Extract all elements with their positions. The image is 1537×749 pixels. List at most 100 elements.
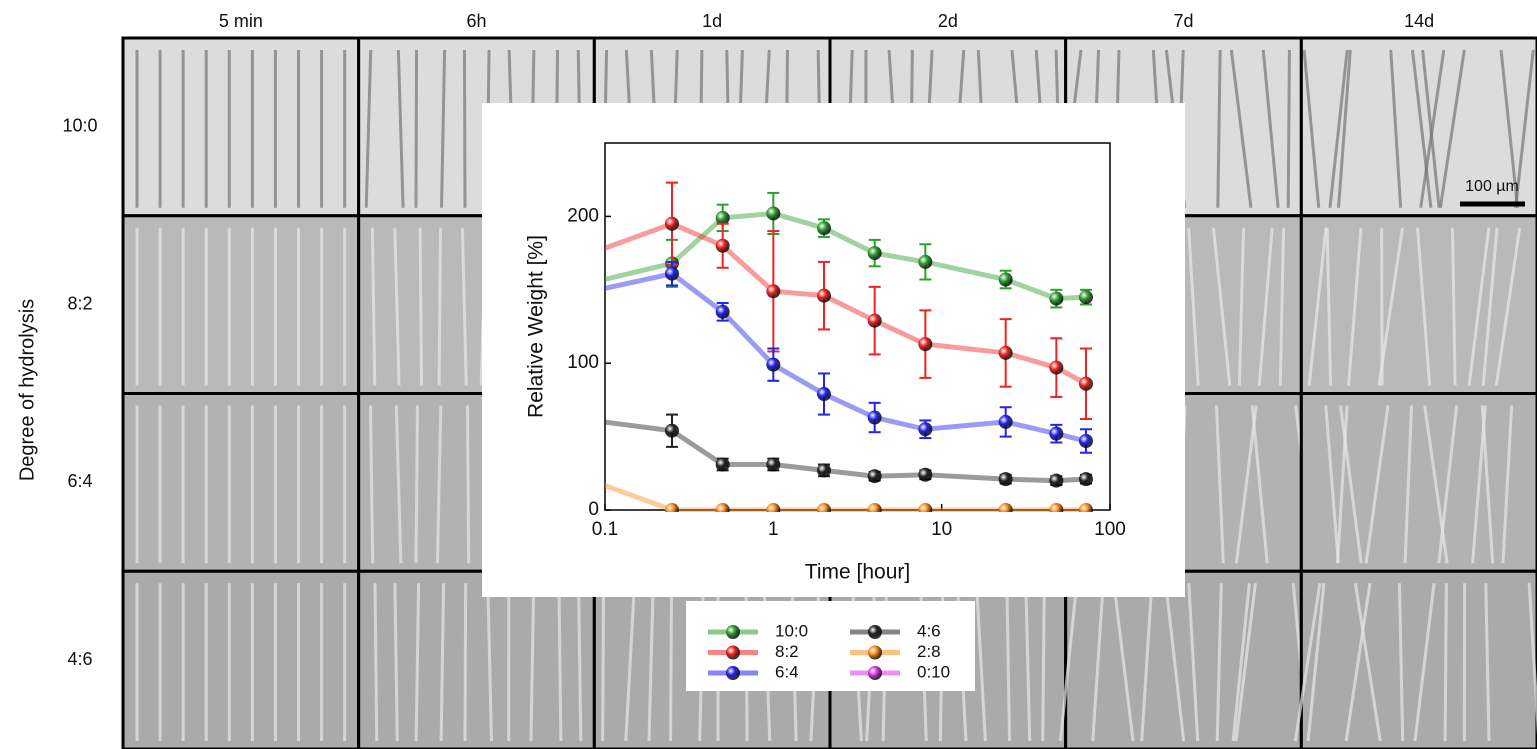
fiber — [1005, 583, 1012, 742]
data-point — [766, 503, 781, 512]
fiber — [1337, 49, 1352, 208]
fiber — [1419, 49, 1446, 208]
fiber — [460, 227, 468, 386]
data-point — [1078, 376, 1093, 391]
data-point — [1078, 472, 1093, 487]
fiber — [1231, 583, 1251, 742]
x-tick-label: 0.1 — [592, 519, 618, 540]
legend-label: 6:4 — [775, 662, 799, 681]
fiber — [1307, 227, 1328, 386]
data-point — [867, 469, 882, 484]
data-point — [766, 357, 781, 372]
fiber — [1058, 583, 1079, 742]
fiber — [1347, 227, 1363, 386]
micrograph — [121, 36, 361, 218]
fiber — [439, 583, 446, 742]
x-tick-label: 10 — [931, 519, 952, 540]
data-point — [817, 387, 832, 402]
legend-label: 2:8 — [917, 642, 941, 661]
fiber — [975, 583, 987, 742]
data-point — [1078, 434, 1093, 449]
data-point — [918, 254, 933, 269]
fiber — [1403, 405, 1414, 564]
fiber — [414, 583, 421, 742]
data-point — [918, 422, 933, 437]
data-point — [664, 266, 679, 281]
fiber — [1091, 583, 1105, 742]
fiber — [463, 583, 468, 742]
fiber — [647, 583, 655, 742]
fiber — [1353, 583, 1382, 742]
data-point — [998, 414, 1013, 429]
series-line — [605, 221, 1088, 386]
fiber — [1250, 405, 1269, 564]
fiber — [1494, 227, 1522, 386]
fiber — [486, 583, 493, 742]
row-axis-label: Degree of hydrolysis — [16, 299, 38, 481]
legend-marker — [726, 645, 740, 660]
data-point — [1049, 360, 1064, 375]
fiber — [1410, 49, 1433, 208]
fiber — [1397, 583, 1405, 742]
fiber — [1416, 227, 1432, 386]
fiber — [557, 583, 563, 742]
fiber — [1499, 49, 1520, 208]
column-header: 7d — [1173, 11, 1193, 31]
fiber — [1328, 49, 1349, 208]
micrograph — [121, 392, 361, 573]
data-point — [715, 503, 730, 512]
series-line — [605, 270, 1087, 444]
legend-label: 4:6 — [917, 621, 941, 640]
data-point — [664, 216, 679, 231]
fiber — [414, 49, 419, 208]
series-line — [605, 419, 1087, 484]
data-point — [867, 313, 882, 328]
data-point — [1049, 473, 1064, 488]
data-point — [998, 345, 1013, 360]
row-label: 6:4 — [67, 471, 92, 491]
fiber — [1501, 405, 1514, 564]
legend-label: 8:2 — [775, 642, 799, 661]
fiber — [393, 583, 399, 742]
row-label: 4:6 — [67, 649, 92, 669]
x-tick-label: 1 — [768, 519, 779, 540]
data-point — [715, 457, 730, 472]
fiber — [1112, 583, 1135, 742]
fiber — [1437, 405, 1459, 564]
y-tick-label: 0 — [588, 499, 599, 520]
fiber — [1293, 583, 1322, 742]
data-point — [664, 503, 679, 512]
fiber — [1389, 49, 1403, 208]
fiber — [1187, 583, 1200, 742]
data-point — [1049, 291, 1064, 306]
fiber — [373, 583, 379, 742]
data-point — [1078, 503, 1093, 512]
fiber — [1336, 405, 1349, 564]
fiber — [1216, 49, 1222, 208]
data-point — [1049, 426, 1064, 441]
fiber — [1423, 405, 1449, 564]
fiber — [418, 227, 424, 386]
legend-marker — [868, 666, 882, 680]
data-point — [715, 210, 730, 225]
y-tick-label: 200 — [567, 205, 599, 226]
x-axis-label: Time [hour] — [805, 561, 910, 584]
fiber — [601, 583, 606, 742]
data-point — [817, 463, 832, 478]
row-label: 10:0 — [62, 116, 97, 136]
fiber — [1041, 583, 1046, 742]
fiber — [1344, 583, 1372, 742]
fiber — [368, 405, 375, 564]
data-point — [867, 503, 882, 512]
fiber — [1484, 583, 1491, 742]
series-line — [605, 210, 1087, 302]
y-axis-label: Relative Weight [%] — [525, 235, 548, 418]
inset-background — [482, 103, 1185, 597]
fiber — [1237, 227, 1246, 386]
legend-marker — [868, 625, 882, 639]
fiber — [1257, 227, 1274, 386]
data-point — [1078, 290, 1093, 305]
fiber — [1164, 583, 1186, 742]
fiber — [1514, 49, 1535, 208]
column-header: 14d — [1404, 11, 1434, 31]
